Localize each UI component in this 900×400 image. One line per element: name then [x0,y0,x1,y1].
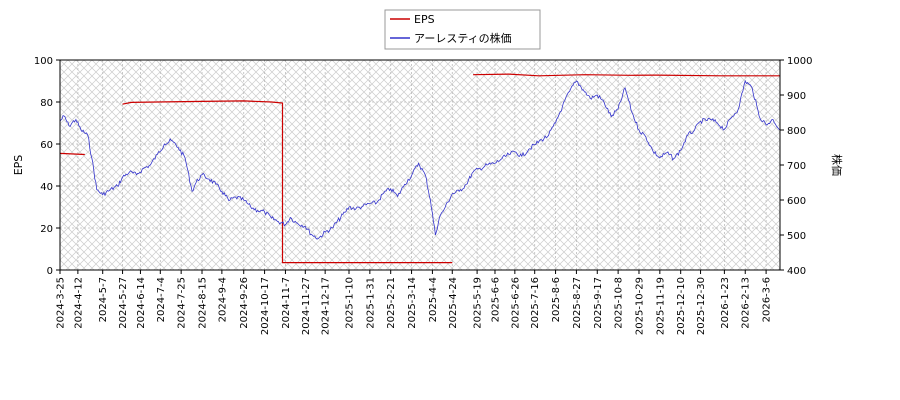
y-left-tick-label: 60 [40,140,53,151]
x-tick-label: 2024-7-4 [156,277,167,322]
y-left-tick-label: 40 [40,182,53,193]
x-tick-label: 2025-3-14 [407,277,418,329]
x-tick-label: 2026-3-6 [762,277,773,322]
x-tick-label: 2024-4-12 [73,277,84,329]
x-tick-label: 2025-4-4 [428,277,439,322]
x-tick-label: 2024-6-14 [136,277,147,329]
x-tick-label: 2024-5-27 [118,277,129,329]
x-tick-label: 2025-9-17 [593,277,604,329]
x-tick-label: 2024-7-25 [177,277,188,329]
y-left-tick-label: 100 [34,56,53,67]
y-right-tick-label: 900 [787,91,806,102]
x-tick-label: 2024-12-17 [321,277,332,335]
y-left-tick-label: 0 [47,266,53,277]
x-tick-label: 2025-5-19 [473,277,484,329]
legend-label-price: アーレスティの株価 [414,31,512,45]
series-line-eps [60,152,85,156]
y-left-axis: 0 20 40 60 80 100 [34,56,60,277]
x-tick-label: 2024-8-15 [198,277,209,329]
y-left-axis-title: EPS [12,155,25,176]
x-tick-label: 2025-7-16 [530,277,541,329]
x-tick-label: 2025-8-27 [572,277,583,329]
x-tick-label: 2025-11-19 [655,277,666,335]
x-tick-label: 2024-11-7 [281,277,292,329]
series-line-eps [122,100,453,264]
legend: EPS アーレスティの株価 [384,9,541,50]
x-tick-label: 2024-9-4 [217,277,228,322]
y-right-tick-label: 1000 [787,56,812,67]
x-tick-label: 2025-10-8 [614,277,625,329]
legend-label-eps: EPS [414,13,435,26]
x-tick-label: 2024-5-7 [98,277,109,322]
y-right-axis: 400 500 600 700 800 900 1000 [780,56,812,277]
x-tick-label: 2026-1-23 [720,277,731,329]
x-axis: 2024-3-25 2024-4-12 2024-5-7 2024-5-27 2024-… [56,270,773,335]
x-tick-label: 2025-12-30 [696,277,707,335]
x-tick-label: 2025-8-6 [551,277,562,322]
series-line-eps [473,73,780,77]
x-tick-label: 2026-2-13 [741,277,752,329]
series-line-price [60,79,780,240]
y-right-tick-label: 700 [787,161,806,172]
x-tick-label: 2025-1-10 [344,277,355,329]
y-right-tick-label: 600 [787,196,806,207]
y-left-tick-label: 80 [40,98,53,109]
y-left-tick-label: 20 [40,224,53,235]
x-tick-label: 2025-1-31 [365,277,376,329]
y-right-tick-label: 800 [787,126,806,137]
y-right-tick-label: 400 [787,266,806,277]
x-tick-label: 2025-12-10 [676,277,687,335]
series-group [60,73,780,264]
x-tick-label: 2025-2-21 [386,277,397,329]
x-tick-label: 2024-3-25 [56,277,67,329]
x-tick-label: 2024-10-17 [260,277,271,335]
y-right-tick-label: 500 [787,231,806,242]
x-tick-label: 2025-4-24 [448,277,459,329]
x-tick-label: 2025-6-26 [510,277,521,329]
x-tick-label: 2025-6-6 [490,277,501,322]
x-tick-label: 2025-10-29 [634,277,645,335]
plot-background [60,60,780,270]
x-tick-label: 2024-11-27 [301,277,312,335]
legend-box [384,9,541,50]
x-tick-label: 2024-9-26 [239,277,250,329]
y-right-axis-title: 株価 [830,154,844,176]
